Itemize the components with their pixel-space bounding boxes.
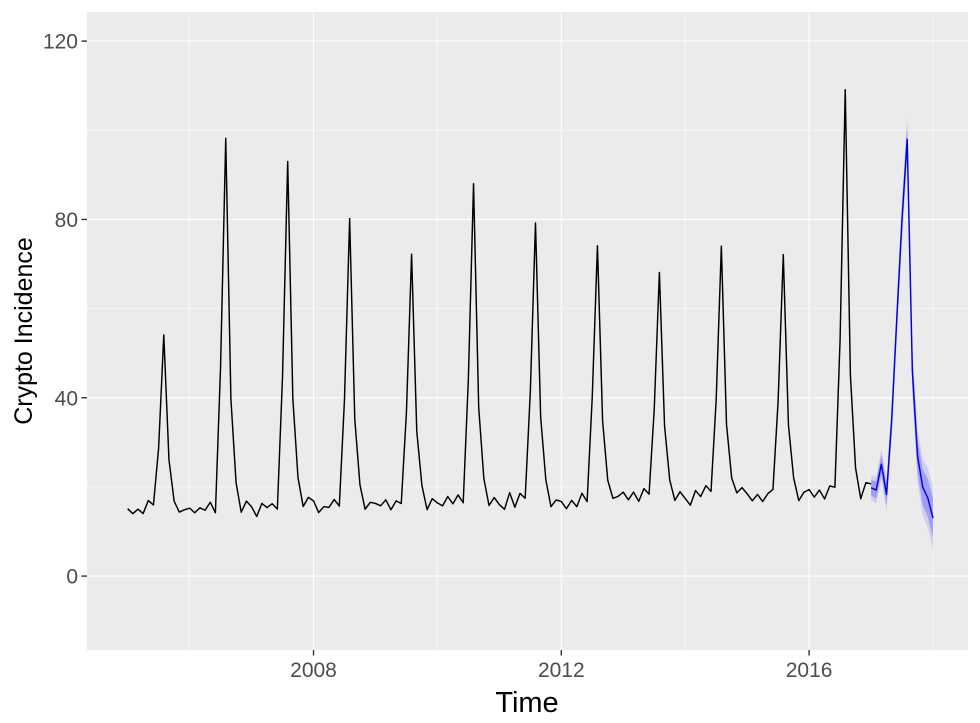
svg-text:80: 80 bbox=[55, 209, 78, 232]
svg-text:40: 40 bbox=[55, 387, 78, 410]
svg-text:120: 120 bbox=[43, 31, 78, 54]
svg-text:Crypto Incidence: Crypto Incidence bbox=[10, 237, 38, 425]
svg-text:Time: Time bbox=[495, 687, 558, 719]
svg-text:2012: 2012 bbox=[538, 659, 585, 682]
svg-text:2008: 2008 bbox=[290, 659, 337, 682]
svg-text:0: 0 bbox=[66, 566, 78, 589]
svg-text:2016: 2016 bbox=[786, 659, 833, 682]
